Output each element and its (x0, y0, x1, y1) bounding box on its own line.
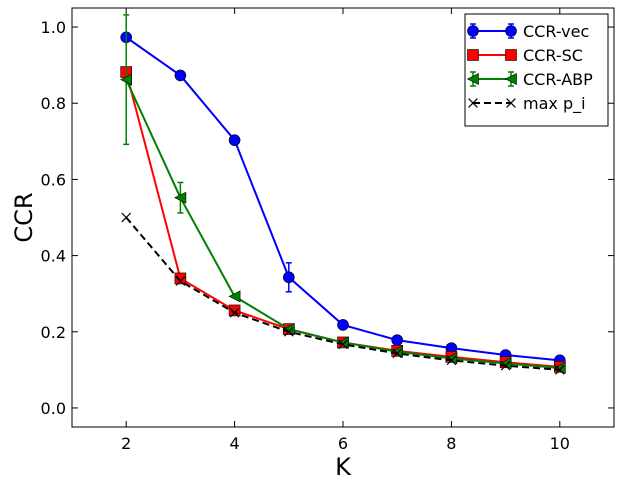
x-tick-label: 2 (121, 434, 131, 453)
legend-marker-ccr-sc (467, 49, 479, 61)
data-point-max-p-i-stroke-b (121, 212, 132, 223)
legend-label-ccr-sc: CCR-SC (523, 46, 583, 65)
series-max-p-i (121, 212, 565, 375)
series-ccr-abp (120, 14, 566, 374)
legend-marker-ccr-vec (467, 25, 479, 37)
series-ccr-vec (120, 31, 566, 367)
data-point-max-p-i (283, 326, 294, 337)
data-point-max-p-i-stroke-b (446, 355, 457, 366)
data-point-ccr-vec (282, 271, 295, 284)
data-point-ccr-vec (228, 134, 241, 146)
data-point-max-p-i-stroke-b (392, 348, 403, 359)
data-point-ccr-abp (120, 73, 132, 86)
y-tick-label: 0.4 (41, 247, 66, 266)
data-point-max-p-i (500, 360, 511, 371)
legend-item-max-p-i: max p_i (468, 94, 586, 114)
data-point-max-p-i-stroke-b (338, 339, 348, 350)
y-tick-label: 0.6 (41, 170, 66, 189)
data-point-max-p-i-stroke-b (175, 276, 186, 286)
legend-marker-ccr-vec (505, 25, 517, 37)
data-point-max-p-i-stroke-b (283, 326, 294, 337)
legend-marker-max-p-i (506, 98, 516, 108)
legend-item-ccr-abp: CCR-ABP (466, 70, 593, 89)
data-point-ccr-vec (391, 334, 404, 346)
y-tick-label: 0.0 (41, 399, 66, 418)
legend-item-ccr-vec: CCR-vec (467, 22, 589, 41)
data-point-max-p-i-stroke-b (554, 365, 565, 375)
y-tick-label: 0.8 (41, 94, 66, 113)
data-point-max-p-i (554, 365, 565, 375)
legend: CCR-vec CCR-SC CCR-ABP max p_i (464, 13, 609, 127)
data-point-max-p-i-stroke-b (500, 360, 511, 371)
legend-marker-ccr-abp (466, 73, 479, 85)
legend-box (464, 13, 609, 127)
x-axis-title: K (335, 453, 352, 481)
data-point-ccr-vec (174, 69, 187, 82)
y-tick-label: 0.2 (41, 323, 66, 342)
legend-label-ccr-vec: CCR-vec (523, 22, 589, 41)
data-point-ccr-abp (228, 290, 241, 303)
x-tick-label: 4 (230, 434, 240, 453)
legend-marker-max-p-i-stroke-b (506, 98, 516, 108)
data-point-ccr-abp (174, 191, 187, 204)
legend-marker-ccr-abp (504, 73, 517, 85)
legend-label-max-p-i: max p_i (523, 94, 586, 114)
data-point-max-p-i (338, 339, 348, 350)
x-tick-label: 8 (446, 434, 456, 453)
legend-marker-max-p-i (468, 98, 478, 108)
data-point-max-p-i (175, 276, 186, 286)
data-point-ccr-sc (228, 304, 241, 317)
legend-marker-ccr-sc (505, 49, 517, 61)
data-point-max-p-i (392, 348, 403, 359)
data-point-max-p-i-stroke-b (229, 307, 240, 318)
data-point-max-p-i (446, 355, 457, 366)
x-tick-label: 10 (550, 434, 570, 453)
plot-content (120, 14, 566, 375)
x-tick-label: 6 (338, 434, 348, 453)
axis-ticks: 2 4 6 8 10 0.0 0.2 0.4 0.6 0.8 1.0 (41, 8, 614, 453)
y-axis-title: CCR (10, 192, 38, 242)
data-point-ccr-vec (337, 319, 349, 331)
data-point-max-p-i (229, 307, 240, 318)
legend-item-ccr-sc: CCR-SC (467, 46, 583, 65)
legend-marker-max-p-i-stroke-b (468, 98, 478, 108)
legend-label-ccr-abp: CCR-ABP (523, 70, 593, 89)
data-point-ccr-sc (174, 272, 187, 285)
y-tick-label: 1.0 (41, 18, 66, 37)
data-point-max-p-i (121, 212, 132, 223)
